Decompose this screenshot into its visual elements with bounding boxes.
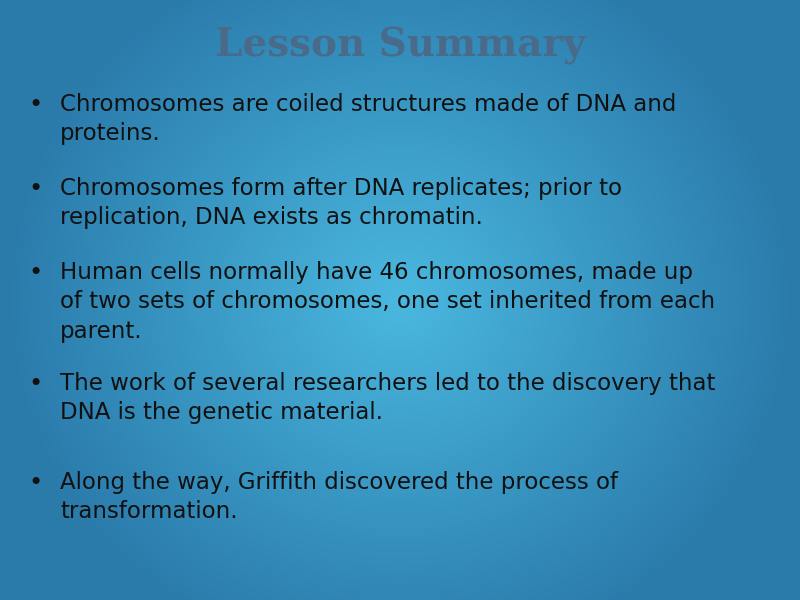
Text: •: • (29, 93, 43, 117)
Text: Along the way, Griffith discovered the process of
transformation.: Along the way, Griffith discovered the p… (60, 471, 618, 523)
Text: Chromosomes form after DNA replicates; prior to
replication, DNA exists as chrom: Chromosomes form after DNA replicates; p… (60, 177, 622, 229)
Text: Human cells normally have 46 chromosomes, made up
of two sets of chromosomes, on: Human cells normally have 46 chromosomes… (60, 261, 715, 343)
Text: The work of several researchers led to the discovery that
DNA is the genetic mat: The work of several researchers led to t… (60, 372, 715, 424)
Text: Chromosomes are coiled structures made of DNA and
proteins.: Chromosomes are coiled structures made o… (60, 93, 676, 145)
Text: Lesson Summary: Lesson Summary (214, 27, 586, 65)
Text: •: • (29, 471, 43, 495)
Text: •: • (29, 261, 43, 285)
Text: •: • (29, 372, 43, 396)
Text: •: • (29, 177, 43, 201)
